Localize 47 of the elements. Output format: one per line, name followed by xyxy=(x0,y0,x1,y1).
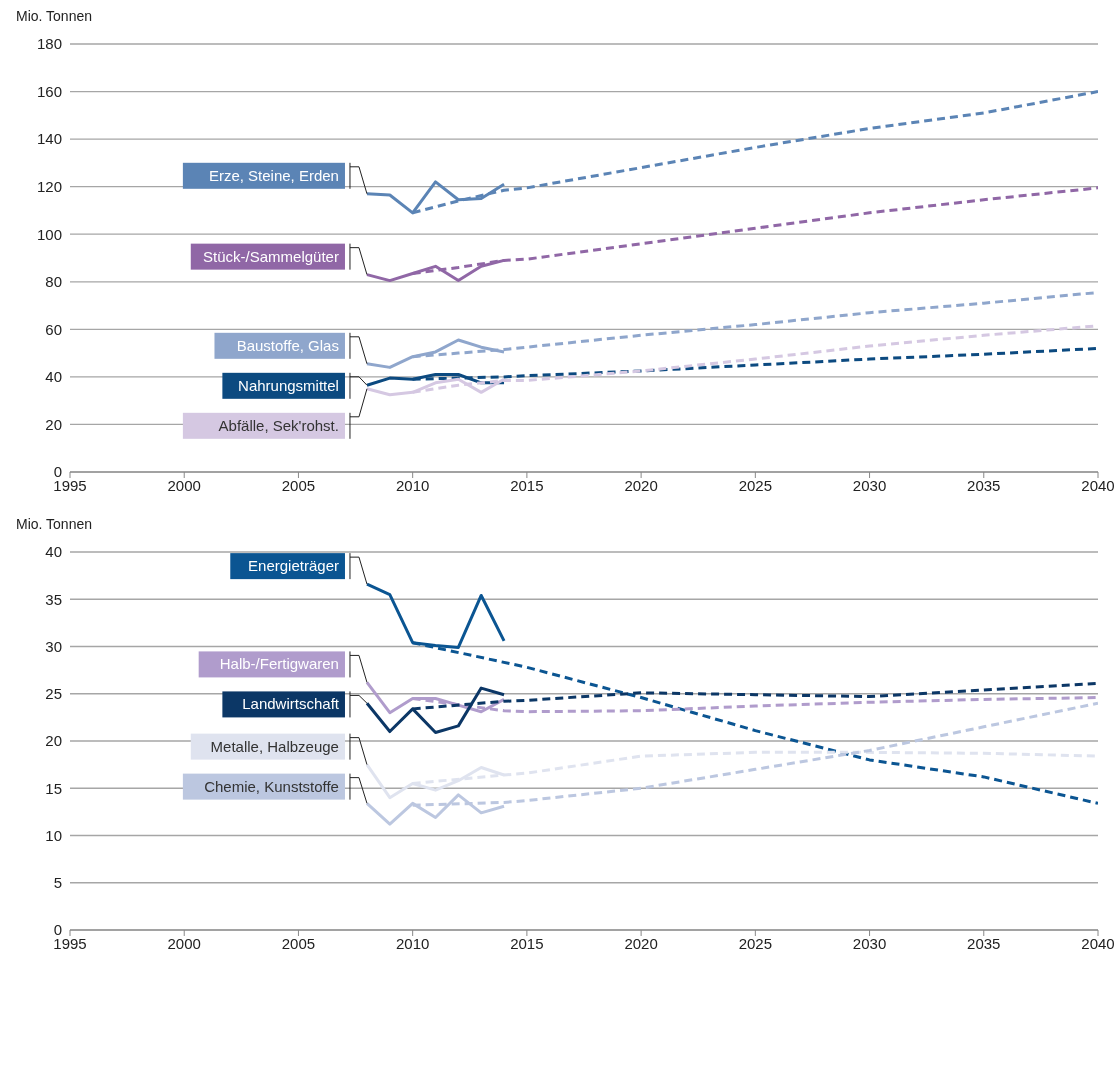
y-tick-label: 10 xyxy=(45,826,62,844)
series-label: Halb-/Fertigwaren xyxy=(219,655,339,673)
series-label: Nahrungsmittel xyxy=(238,376,339,394)
y-tick-label: 5 xyxy=(53,874,62,892)
x-tick-label: 2015 xyxy=(510,476,544,494)
y-tick-label: 140 xyxy=(36,130,62,148)
y-tick-label: 40 xyxy=(45,543,62,561)
x-tick-label: 2005 xyxy=(281,476,316,494)
y-tick-label: 160 xyxy=(36,82,62,100)
x-tick-label: 2010 xyxy=(395,934,430,952)
x-tick-label: 2030 xyxy=(852,934,887,952)
x-tick-label: 2035 xyxy=(967,934,1001,952)
x-tick-label: 2040 xyxy=(1081,934,1115,952)
x-tick-label: 2035 xyxy=(967,476,1001,494)
y-tick-label: 30 xyxy=(45,637,62,655)
y-tick-label: 25 xyxy=(45,685,62,703)
series-label: Stück-/Sammelgüter xyxy=(203,247,339,265)
series-label: Landwirtschaft xyxy=(242,695,340,713)
y-tick-label: 20 xyxy=(45,415,62,433)
y-tick-label: 35 xyxy=(45,590,62,608)
x-tick-label: 2025 xyxy=(738,934,773,952)
x-tick-label: 2025 xyxy=(738,476,773,494)
x-tick-label: 2000 xyxy=(167,476,201,494)
y-tick-label: 180 xyxy=(36,35,62,53)
x-tick-label: 2030 xyxy=(852,476,887,494)
x-tick-label: 2015 xyxy=(510,934,544,952)
x-tick-label: 2020 xyxy=(624,934,658,952)
x-tick-label: 2040 xyxy=(1081,476,1115,494)
y-tick-label: 15 xyxy=(45,779,62,797)
y-axis-title: Mio. Tonnen xyxy=(16,8,93,26)
series-label: Erze, Steine, Erden xyxy=(208,166,339,184)
y-tick-label: 40 xyxy=(45,368,62,386)
x-tick-label: 2005 xyxy=(281,934,316,952)
series-label: Energieträger xyxy=(248,557,339,575)
y-axis-title: Mio. Tonnen xyxy=(16,516,93,534)
series-label: Baustoffe, Glas xyxy=(236,336,339,354)
series-label: Chemie, Kunststoffe xyxy=(204,777,339,795)
text: Abfälle, Sek'rohst. xyxy=(218,416,339,434)
x-tick-label: 2000 xyxy=(167,934,201,952)
y-tick-label: 60 xyxy=(45,320,62,338)
y-tick-label: 100 xyxy=(36,225,62,243)
y-tick-label: 20 xyxy=(45,732,62,750)
y-tick-label: 120 xyxy=(36,177,62,195)
x-tick-label: 2010 xyxy=(395,476,430,494)
series-label: Metalle, Halbzeuge xyxy=(210,737,339,755)
y-tick-label: 80 xyxy=(45,273,62,291)
x-tick-label: 2020 xyxy=(624,476,658,494)
